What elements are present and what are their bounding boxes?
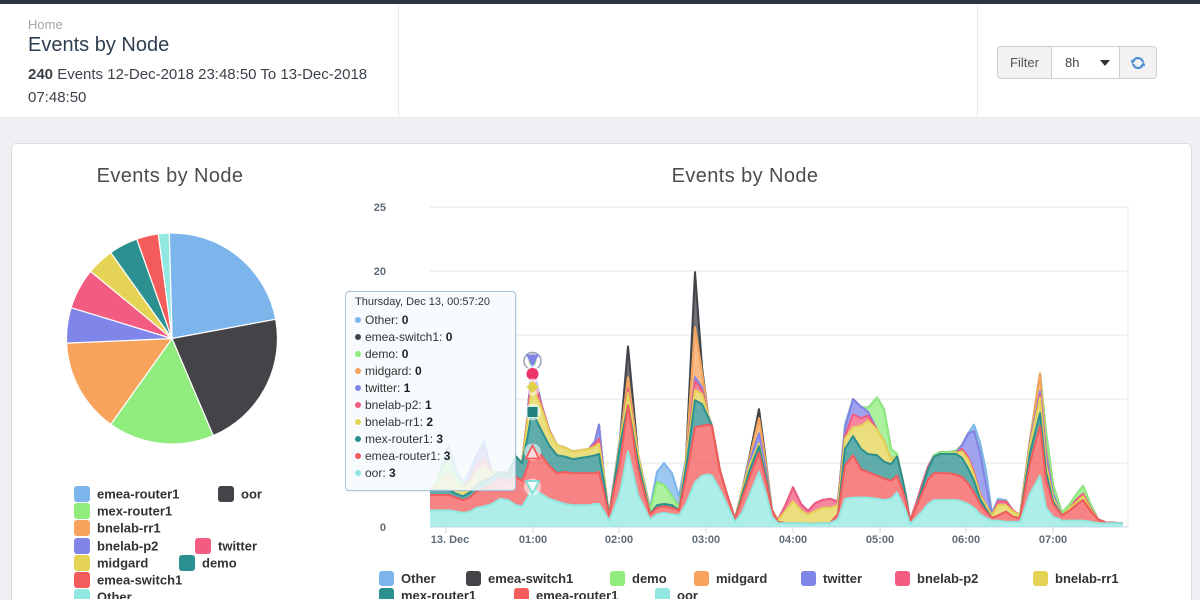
svg-text:emea-router1: emea-router1 [536, 588, 618, 599]
svg-text:06:00: 06:00 [952, 534, 980, 546]
svg-text:twitter: twitter [218, 539, 257, 554]
svg-text:emea-switch1: emea-switch1 [97, 573, 182, 588]
svg-text:02:00: 02:00 [605, 534, 633, 546]
svg-text:bnelab-p2: bnelab-p2 [97, 539, 158, 554]
svg-text:Other: Other [401, 571, 436, 586]
svg-text:midgard: midgard [716, 571, 767, 586]
svg-text:Events by Node: Events by Node [672, 165, 819, 187]
svg-text:13. Dec: 13. Dec [431, 534, 470, 546]
svg-text:demo: demo [202, 556, 237, 571]
svg-text:Other: Other [97, 590, 132, 600]
svg-text:twitter: twitter [823, 571, 862, 586]
svg-text:emea-router1: emea-router1 [97, 487, 179, 502]
svg-text:bnelab-rr1: bnelab-rr1 [97, 521, 161, 536]
svg-text:bnelab-rr1: bnelab-rr1 [1055, 571, 1119, 586]
svg-text:01:00: 01:00 [519, 534, 547, 546]
svg-text:oor: oor [241, 487, 262, 502]
svg-text:oor: oor [677, 588, 698, 599]
svg-text:midgard: midgard [97, 556, 148, 571]
svg-text:mex-router1: mex-router1 [401, 588, 476, 599]
svg-text:Events by Node: Events by Node [97, 165, 244, 187]
svg-text:demo: demo [632, 571, 667, 586]
svg-text:25: 25 [374, 202, 386, 214]
svg-text:0: 0 [380, 522, 386, 534]
svg-text:07:00: 07:00 [1039, 534, 1067, 546]
svg-text:05:00: 05:00 [866, 534, 894, 546]
svg-text:04:00: 04:00 [779, 534, 807, 546]
svg-text:emea-switch1: emea-switch1 [488, 571, 573, 586]
svg-text:03:00: 03:00 [692, 534, 720, 546]
svg-text:mex-router1: mex-router1 [97, 504, 172, 519]
svg-text:20: 20 [374, 266, 386, 278]
svg-text:bnelab-p2: bnelab-p2 [917, 571, 978, 586]
